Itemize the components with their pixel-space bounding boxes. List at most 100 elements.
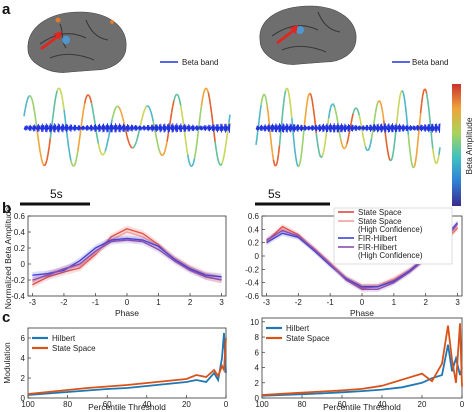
raw-trace-segment <box>321 151 325 157</box>
xtick-label-c-right: 60 <box>338 400 347 409</box>
raw-trace-segment <box>367 149 369 152</box>
legend-label-state-space-high-confidence: State Space <box>358 217 402 226</box>
raw-trace-segment <box>62 101 65 111</box>
raw-trace-segment <box>333 107 337 112</box>
raw-trace-segment <box>365 148 369 152</box>
raw-trace-segment <box>113 107 117 112</box>
raw-trace-segment <box>367 147 371 151</box>
raw-trace-segment <box>154 133 158 140</box>
raw-trace-segment <box>404 104 408 114</box>
raw-trace-segment <box>417 124 421 136</box>
raw-trace-segment <box>30 96 33 100</box>
raw-trace-segment <box>228 114 231 123</box>
raw-trace-segment <box>306 96 309 103</box>
raw-trace-segment <box>38 143 41 152</box>
raw-trace-segment <box>146 105 148 108</box>
series-state-space-c-right <box>261 323 463 396</box>
raw-trace-segment <box>48 138 52 148</box>
raw-trace-segment <box>41 161 45 166</box>
raw-trace-segment <box>432 148 435 157</box>
raw-trace-segment <box>103 150 107 155</box>
ytick-label-b-right: -0.6 <box>245 292 259 301</box>
raw-trace-segment <box>315 133 319 142</box>
raw-trace-segment <box>162 151 166 155</box>
raw-trace-segment <box>311 100 314 108</box>
raw-trace-segment <box>426 99 430 109</box>
ytick-label-c-left: 6 <box>21 334 26 343</box>
xlabel-c-left: Percentile Threshold <box>88 402 166 412</box>
raw-trace-segment <box>414 154 418 163</box>
raw-trace-segment <box>408 144 412 155</box>
raw-trace-segment <box>351 113 354 119</box>
raw-trace-segment <box>382 113 385 121</box>
raw-trace-segment <box>419 103 423 114</box>
raw-trace-segment <box>200 98 204 107</box>
raw-trace-segment <box>224 139 228 148</box>
xtick-label-b-right: -1 <box>327 298 335 307</box>
xtick-label-b-left: 0 <box>125 298 130 307</box>
raw-trace-segment <box>344 146 347 149</box>
xtick-label-c-right: 80 <box>298 400 307 409</box>
raw-trace-segment <box>278 135 282 146</box>
raw-trace-segment <box>169 112 173 121</box>
raw-trace-segment <box>357 111 360 116</box>
raw-trace-segment <box>331 103 334 106</box>
series-lines-c-right <box>261 323 463 397</box>
raw-trace-segment <box>317 148 321 154</box>
raw-trace-segment <box>72 164 75 167</box>
tick-labels-b-left: -3 -2 -1 0 1 2 3 0.6 0.4 0.2 0 -0.2 -0.4 <box>11 212 224 307</box>
raw-trace-segment <box>147 105 150 108</box>
raw-trace-segment <box>276 154 280 162</box>
raw-trace-segment <box>199 106 203 116</box>
raw-trace-segment <box>51 109 55 120</box>
raw-trace-segment <box>53 101 56 111</box>
raw-trace-segment <box>328 107 332 113</box>
panel-letter-c: c <box>2 309 10 326</box>
raw-trace-segment <box>63 109 66 120</box>
raw-trace-segment <box>326 118 330 126</box>
raw-trace-segment <box>107 130 111 138</box>
raw-trace-segment <box>388 157 391 161</box>
legend-label-state-space-high-confidence: (High Confidence) <box>358 225 423 234</box>
raw-trace-segment <box>220 163 223 166</box>
raw-trace-segment <box>402 92 405 98</box>
raw-trace-segment <box>210 113 214 124</box>
raw-trace-segment <box>428 108 431 119</box>
xtick-label-b-right: 2 <box>423 298 428 307</box>
band-fir-hilbert-high-confidence-b-right <box>266 221 458 292</box>
ytick-label-c-right: 0 <box>255 394 260 403</box>
ytick-label-b-right: 0.2 <box>248 239 260 248</box>
raw-trace-segment <box>93 115 96 124</box>
raw-trace-segment <box>295 157 298 164</box>
raw-trace-segment <box>25 99 29 105</box>
raw-trace-segment <box>204 87 207 90</box>
raw-trace-segment <box>157 144 160 150</box>
raw-trace-segment <box>391 154 394 159</box>
xtick-label-b-left: 3 <box>219 298 224 307</box>
raw-trace-segment <box>88 95 92 99</box>
ytick-label-b-left: 0.4 <box>14 228 26 237</box>
legend-label-state-space: State Space <box>52 344 96 353</box>
raw-trace-segment <box>105 142 109 148</box>
raw-trace-segment <box>421 90 425 97</box>
ylabel-c-left: Modulation <box>2 342 12 384</box>
raw-trace-segment <box>216 156 220 162</box>
raw-trace-segment <box>412 166 416 169</box>
raw-trace-segment <box>173 96 176 101</box>
raw-trace-segment <box>258 112 261 121</box>
xlabel-b-left: Phase <box>115 308 139 318</box>
raw-trace-segment <box>141 114 144 120</box>
raw-trace-segment <box>222 154 226 161</box>
raw-trace-segment <box>202 89 206 94</box>
raw-trace-segment <box>424 89 428 94</box>
plot-b-left: -3 -2 -1 0 1 2 3 0.6 0.4 0.2 0 -0.2 -0.4 Phase Norma… <box>3 206 227 318</box>
panel-letter-b: b <box>2 200 11 217</box>
xtick-label-c-left: 60 <box>103 400 112 409</box>
raw-trace-segment <box>392 147 395 155</box>
raw-trace-segment <box>372 118 376 126</box>
beta-band-legend-left: Beta band <box>182 58 218 67</box>
xtick-label-c-left: 100 <box>21 400 35 409</box>
raw-trace-segment <box>415 145 419 156</box>
